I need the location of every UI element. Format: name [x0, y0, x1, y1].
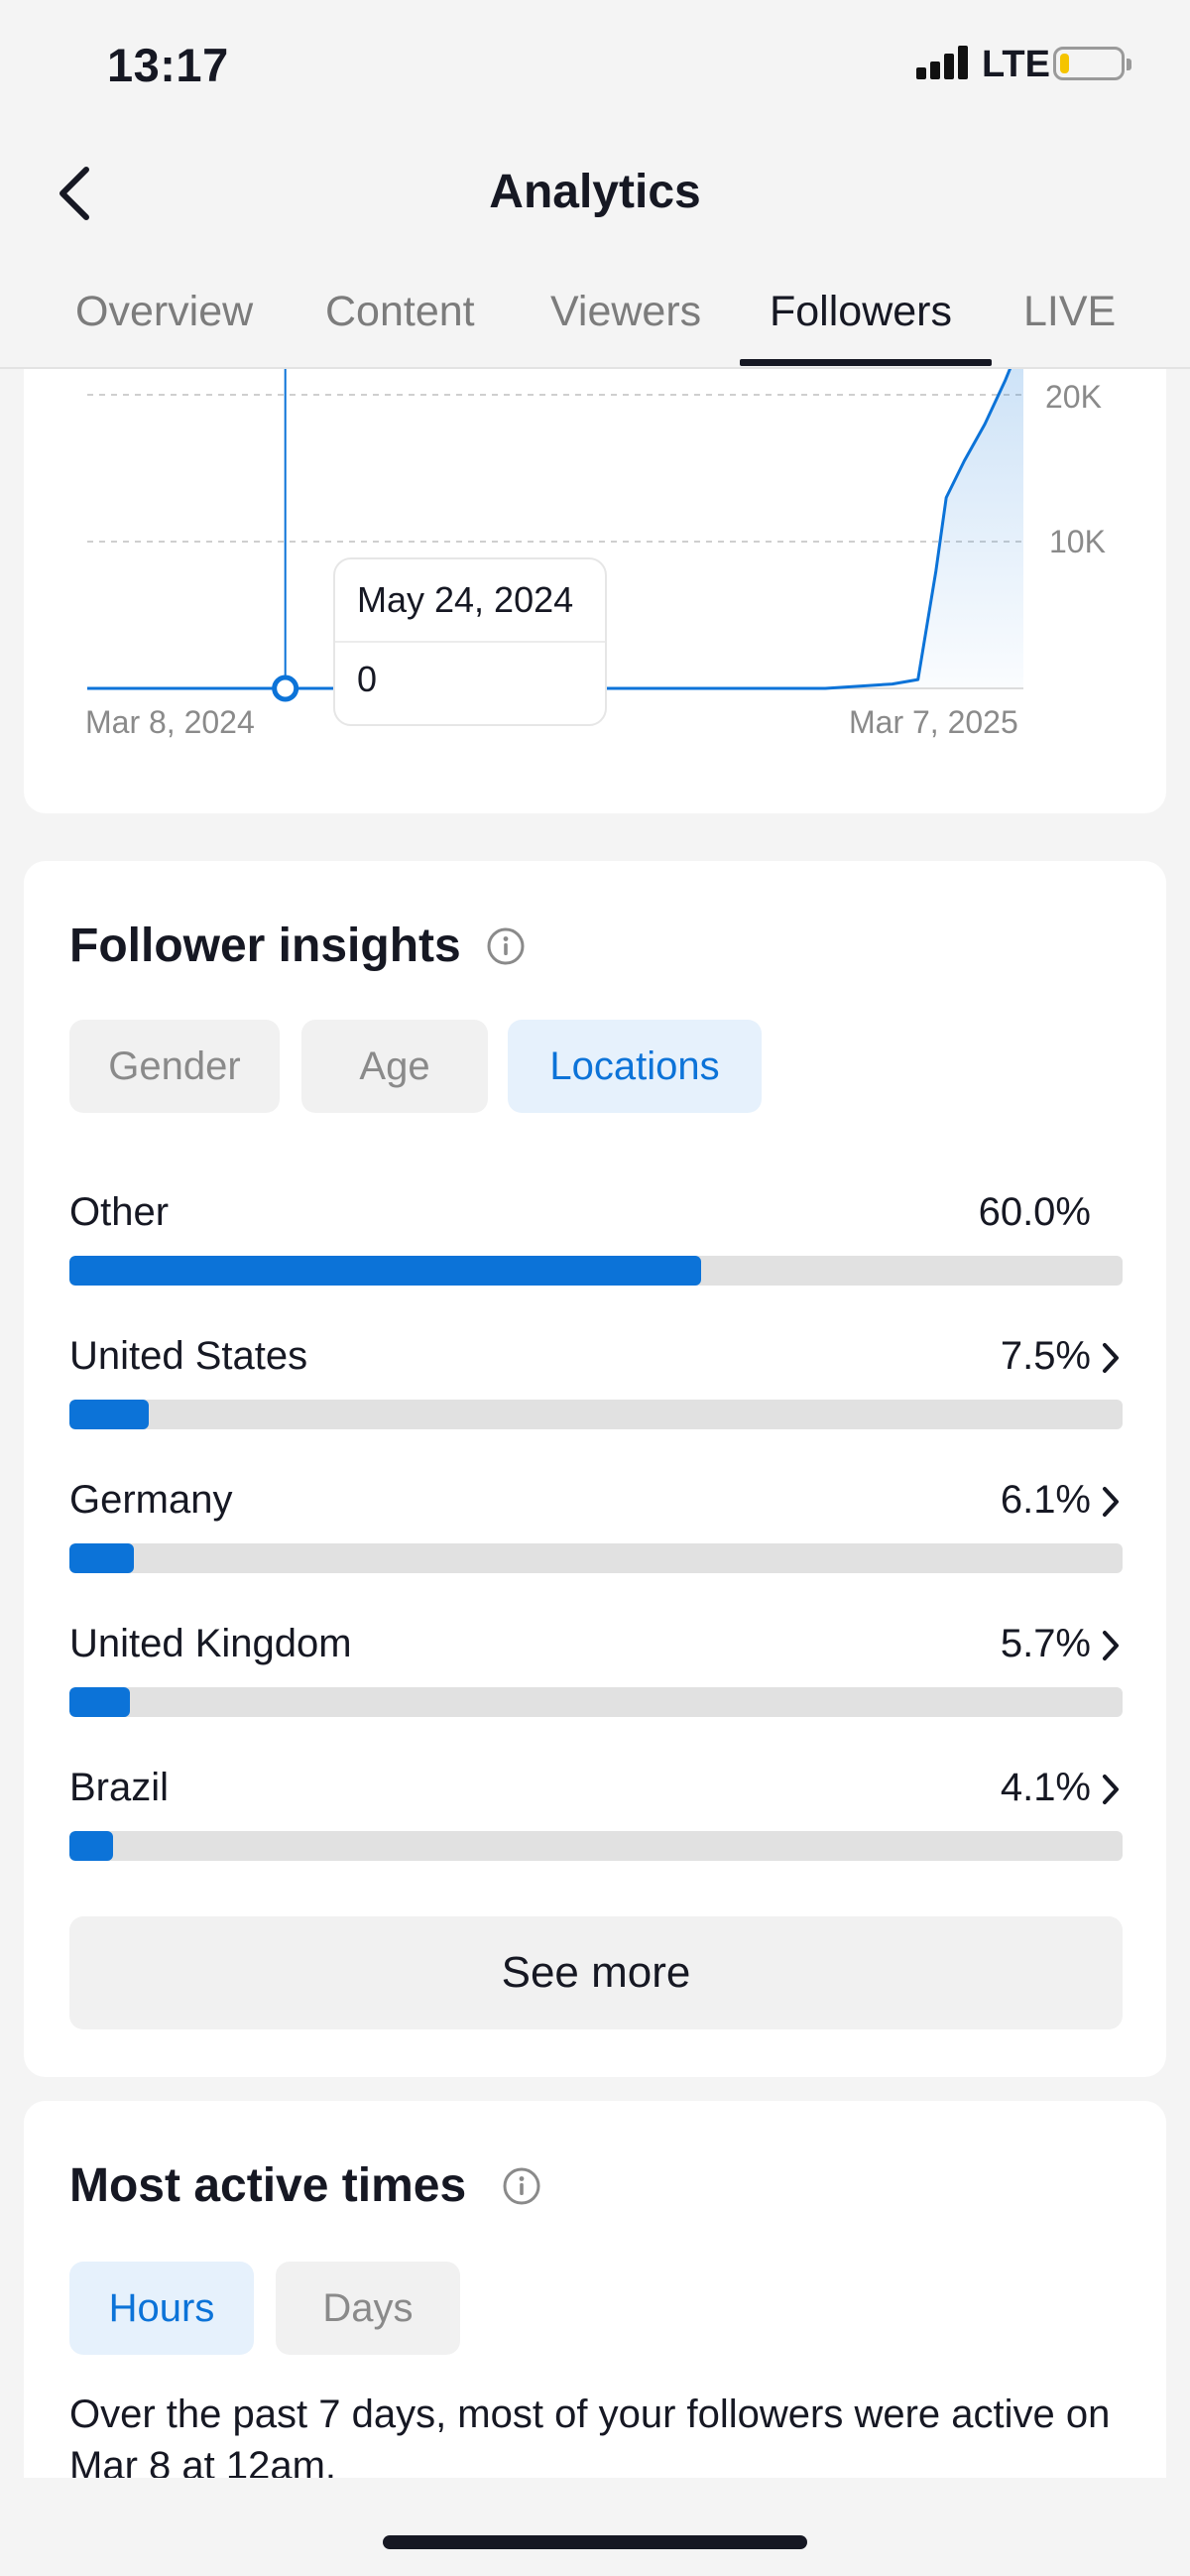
network-label: LTE [982, 44, 1050, 85]
most-active-description: Over the past 7 days, most of your follo… [69, 2392, 1111, 2478]
location-bar-track [69, 1831, 1123, 1861]
tab-viewers[interactable]: Viewers [550, 288, 702, 335]
see-more-button[interactable]: See more [69, 1916, 1123, 2029]
tooltip-value: 0 [357, 659, 378, 699]
status-bar: 13:17 LTE [0, 0, 1190, 129]
location-percent: 7.5% [1000, 1334, 1091, 1378]
signal-icon [916, 46, 968, 79]
tab-bar: Overview Content Viewers Followers LIVE [0, 258, 1190, 369]
chart-area [87, 369, 1023, 688]
info-icon[interactable] [502, 2166, 541, 2206]
status-time: 13:17 [107, 39, 229, 91]
back-button[interactable] [40, 159, 109, 228]
location-row[interactable]: United Kingdom 5.7% [69, 1622, 1123, 1731]
location-row[interactable]: Brazil 4.1% [69, 1766, 1123, 1875]
tooltip-date: May 24, 2024 [357, 579, 574, 620]
filter-days[interactable]: Days [276, 2262, 460, 2355]
filter-hours[interactable]: Hours [69, 2262, 254, 2355]
location-percent: 5.7% [1000, 1622, 1091, 1665]
location-row: Other 60.0% [69, 1190, 1123, 1299]
chevron-right-icon [1099, 1772, 1123, 1807]
location-bar-track [69, 1400, 1123, 1429]
chart-tooltip: May 24, 2024 0 [333, 557, 607, 726]
page-title: Analytics [489, 166, 701, 218]
location-bar-fill [69, 1687, 130, 1717]
tab-followers[interactable]: Followers [770, 288, 952, 335]
location-bar-track [69, 1256, 1123, 1286]
chart-line [87, 369, 1012, 690]
location-row[interactable]: Germany 6.1% [69, 1478, 1123, 1587]
location-name: United Kingdom [69, 1622, 352, 1665]
active-tab-indicator [740, 359, 992, 366]
tab-overview[interactable]: Overview [75, 288, 254, 335]
location-bar-fill [69, 1400, 149, 1429]
most-active-times-card: Most active times Hours Days Over the pa… [24, 2101, 1166, 2478]
x-end-label: Mar 7, 2025 [849, 704, 1018, 740]
most-active-times-title: Most active times [69, 2159, 467, 2212]
location-percent: 60.0% [978, 1190, 1091, 1234]
battery-icon [1053, 47, 1131, 80]
info-icon[interactable] [486, 926, 526, 966]
location-row[interactable]: United States 7.5% [69, 1334, 1123, 1443]
location-bar-fill [69, 1543, 134, 1573]
follower-insights-title: Follower insights [69, 920, 461, 972]
chevron-right-icon [1099, 1340, 1123, 1376]
followers-chart-card: 20K 10K May 24, 2024 0 Mar 8, 2024 Mar 7… [24, 369, 1166, 813]
location-bar-track [69, 1687, 1123, 1717]
location-name: Other [69, 1190, 170, 1234]
header: Analytics [0, 139, 1190, 248]
filter-locations[interactable]: Locations [508, 1020, 762, 1113]
data-point [272, 675, 299, 702]
battery-level [1060, 54, 1069, 73]
filter-age[interactable]: Age [301, 1020, 488, 1113]
home-indicator[interactable] [383, 2535, 807, 2549]
chevron-right-icon [1099, 1484, 1123, 1520]
y-tick-label: 20K [1045, 379, 1102, 415]
location-percent: 4.1% [1000, 1766, 1091, 1809]
chevron-right-icon [1099, 1628, 1123, 1663]
location-percent: 6.1% [1000, 1478, 1091, 1522]
follower-insights-card: Follower insights Gender Age Locations O… [24, 861, 1166, 2077]
x-start-label: Mar 8, 2024 [85, 704, 255, 740]
location-bar-track [69, 1543, 1123, 1573]
tab-live[interactable]: LIVE [1023, 288, 1117, 335]
location-bar-fill [69, 1831, 113, 1861]
tab-content[interactable]: Content [325, 288, 475, 335]
location-name: Germany [69, 1478, 233, 1522]
filter-gender[interactable]: Gender [69, 1020, 280, 1113]
location-name: Brazil [69, 1766, 170, 1809]
location-bar-fill [69, 1256, 702, 1286]
y-tick-label: 10K [1049, 524, 1106, 559]
location-name: United States [69, 1334, 308, 1378]
chevron-left-icon [60, 167, 89, 220]
